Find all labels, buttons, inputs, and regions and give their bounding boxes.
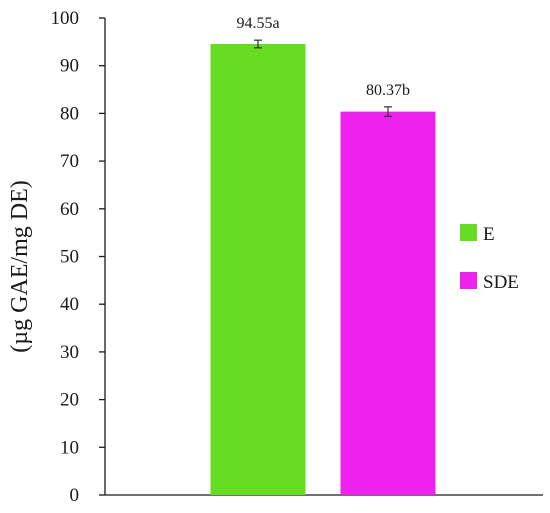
bar-sde bbox=[340, 111, 436, 495]
bars: 94.55a 80.37b bbox=[210, 15, 436, 496]
error-bar-sde bbox=[384, 106, 392, 118]
y-axis-label: (µg GAE/mg DE) bbox=[7, 180, 33, 352]
y-tick-label: 70 bbox=[60, 151, 79, 172]
y-tick-label: 10 bbox=[60, 437, 79, 458]
y-axis-ticks: 0 10 20 30 40 50 60 70 80 90 100 bbox=[51, 8, 105, 506]
data-label-e: 94.55a bbox=[236, 15, 279, 32]
y-tick-label: 60 bbox=[60, 199, 79, 220]
y-tick-label: 100 bbox=[51, 8, 80, 29]
y-tick-label: 20 bbox=[60, 390, 79, 411]
y-tick-label: 40 bbox=[60, 294, 79, 315]
legend: E SDE bbox=[460, 224, 519, 293]
legend-swatch-e bbox=[460, 224, 477, 241]
y-tick-label: 0 bbox=[70, 485, 80, 506]
y-tick-label: 90 bbox=[60, 56, 79, 77]
y-tick-label: 80 bbox=[60, 103, 79, 124]
legend-swatch-sde bbox=[460, 272, 477, 289]
legend-label-e: E bbox=[483, 224, 495, 245]
y-tick-label: 50 bbox=[60, 247, 79, 268]
y-tick-label: 30 bbox=[60, 342, 79, 363]
error-bar-e bbox=[254, 39, 262, 49]
bar-e bbox=[210, 43, 306, 496]
legend-label-sde: SDE bbox=[483, 272, 519, 293]
data-label-sde: 80.37b bbox=[366, 82, 410, 99]
